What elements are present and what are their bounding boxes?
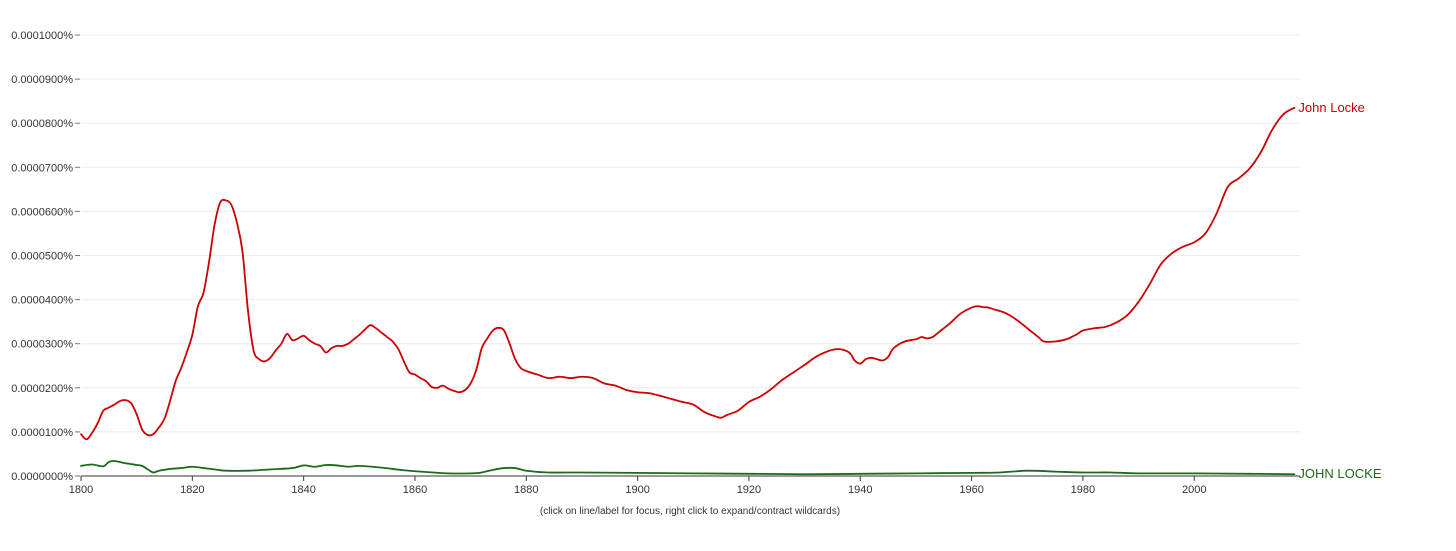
y-tick-label: 0.0000900%: [11, 74, 73, 86]
x-tick-label: 1800: [69, 484, 93, 496]
y-tick-label: 0.0000200%: [11, 383, 73, 395]
x-tick-label: 1960: [959, 484, 983, 496]
x-axis: 1800 1820 1840 1860 1880 1900 1920 1940 1960 1980…: [69, 475, 1300, 496]
series-line-john-locke-upper-case[interactable]: [80, 460, 1296, 476]
y-tick-label: 0.0000100%: [11, 427, 73, 439]
y-tick-label: 0.0001000%: [11, 30, 73, 42]
y-tick-label: 0.0000800%: [11, 118, 73, 130]
x-tick-label: 2000: [1182, 484, 1206, 496]
y-tick-label: 0.0000600%: [11, 206, 73, 218]
x-tick-label: 1820: [180, 484, 204, 496]
gridlines: [81, 34, 1300, 433]
series-label-mixed-case[interactable]: John Locke: [1298, 100, 1365, 115]
y-tick-label: 0.0000000%: [11, 471, 73, 483]
series-label-upper-case[interactable]: JOHN LOCKE: [1298, 466, 1381, 481]
y-axis: 0.0000000% 0.0000100% 0.0000200% 0.0000300%…: [11, 30, 80, 483]
series-labels[interactable]: John Locke JOHN LOCKE: [1298, 100, 1381, 481]
x-tick-label: 1880: [514, 484, 538, 496]
y-tick-label: 0.0000400%: [11, 295, 73, 307]
interaction-hint: (click on line/label for focus, right cl…: [540, 506, 840, 517]
x-tick-label: 1920: [737, 484, 761, 496]
x-tick-label: 1980: [1071, 484, 1095, 496]
x-tick-label: 1860: [403, 484, 427, 496]
y-tick-label: 0.0000700%: [11, 162, 73, 174]
series-line-john-locke-mixed-case[interactable]: [80, 106, 1296, 441]
series-lines[interactable]: [80, 106, 1296, 476]
x-tick-label: 1940: [848, 484, 872, 496]
x-tick-label: 1900: [625, 484, 649, 496]
x-tick-label: 1840: [291, 484, 315, 496]
y-tick-label: 0.0000500%: [11, 251, 73, 263]
y-tick-label: 0.0000300%: [11, 339, 73, 351]
